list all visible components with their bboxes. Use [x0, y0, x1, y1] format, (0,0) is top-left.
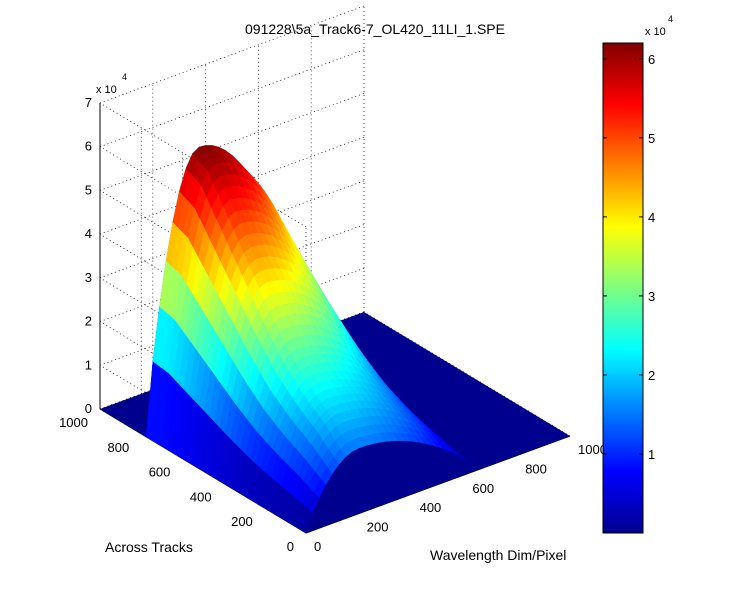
y-tick-label: 400	[190, 489, 212, 504]
y-tick-label: 0	[287, 539, 294, 554]
x-tick-label: 600	[472, 481, 494, 496]
y-tick-label: 800	[107, 440, 129, 455]
colorbar-multiplier-exponent: 4	[668, 14, 673, 24]
grid-line	[99, 93, 365, 191]
y-tick-label: 1000	[59, 415, 88, 430]
z-tick-label: 3	[85, 270, 92, 285]
colorbar-multiplier: x 10	[645, 26, 666, 38]
colorbar-tick-label: 2	[648, 368, 655, 383]
colorbar-tick-label: 6	[648, 52, 655, 67]
surface-patch	[465, 458, 478, 471]
z-tick-label: 5	[85, 182, 92, 197]
y-axis-label: Across Tracks	[105, 539, 193, 555]
z-multiplier-exponent: 4	[122, 72, 127, 82]
x-tick-label: 400	[420, 500, 442, 515]
z-tick-label: 2	[85, 314, 92, 329]
colorbar	[602, 42, 644, 534]
chart-title: 091228\5a_Track6-7_OL420_11LI_1.SPE	[245, 21, 505, 37]
colorbar-tick-label: 4	[648, 210, 655, 225]
z-tick-label: 1	[85, 357, 92, 372]
x-tick-label: 0	[314, 539, 321, 554]
x-tick-label: 800	[525, 461, 547, 476]
z-tick-label: 4	[85, 226, 92, 241]
z-tick-label: 6	[85, 139, 92, 154]
colorbar-tick-label: 1	[648, 447, 655, 462]
surface-mesh	[100, 145, 570, 534]
grid-line	[99, 5, 365, 104]
axis-ticks: 0123456702004006008001000020040060080010…	[59, 95, 607, 554]
colorbar-tick-label: 3	[648, 289, 655, 304]
colorbar-tick-label: 5	[648, 131, 655, 146]
z-tick-label: 7	[85, 95, 92, 110]
z-tick-label: 0	[85, 401, 92, 416]
x-axis-label: Wavelength Dim/Pixel	[430, 547, 566, 563]
z-multiplier-label: x 10	[96, 84, 117, 96]
x-tick-label: 1000	[578, 442, 607, 457]
grid-line	[99, 49, 365, 148]
colorbar-ticks: 1 2 3 4 5 6	[603, 52, 655, 462]
y-tick-label: 200	[231, 514, 253, 529]
x-tick-label: 200	[367, 520, 389, 535]
y-tick-label: 600	[149, 465, 171, 480]
